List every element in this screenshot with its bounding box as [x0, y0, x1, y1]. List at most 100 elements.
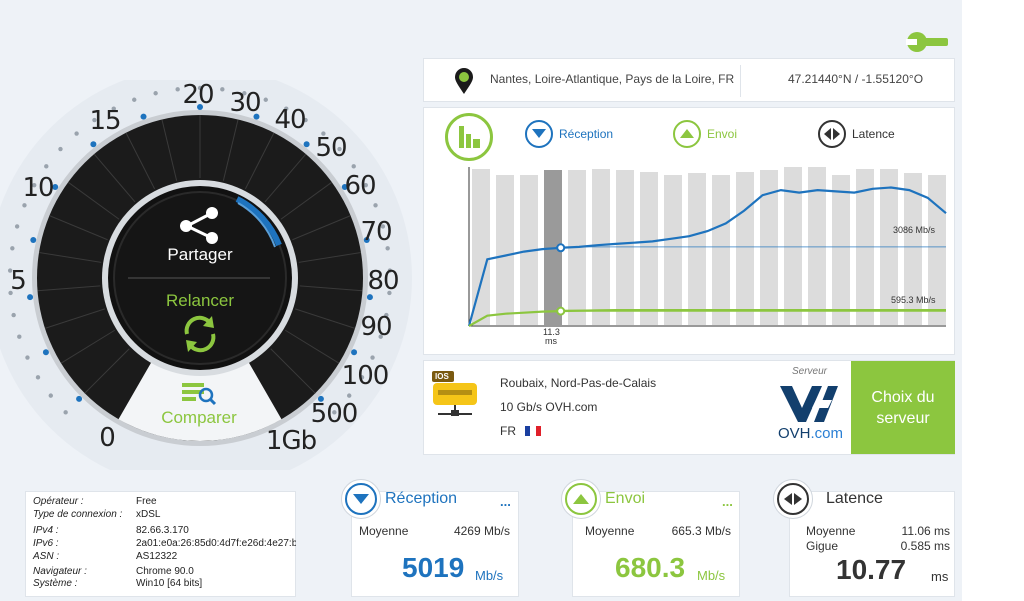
compare-icon[interactable] — [182, 383, 217, 406]
choose-server-line2: serveur — [876, 409, 930, 427]
info-row-label: Type de connexion : — [33, 509, 123, 520]
ovh-dotcom: .com — [810, 425, 844, 442]
reception-avg-label: Moyenne — [359, 524, 409, 538]
gauge-segment-divider — [292, 215, 351, 241]
legend-reception[interactable]: Réception — [525, 120, 613, 148]
ios-badge: IOS — [435, 372, 449, 381]
result-latence: Moyenne 11.06 ms Gigue 0.585 ms 10.77 ms — [789, 491, 955, 597]
cursor-time-value: 11.3 — [543, 327, 560, 337]
latence-unit: ms — [931, 569, 949, 584]
bar-chart-icon — [459, 126, 480, 148]
envoi-result-icon — [561, 479, 601, 519]
right-margin — [962, 0, 1024, 601]
gauge-segment-divider — [280, 181, 333, 220]
gauge-scale-label: 10 — [22, 173, 54, 203]
legend-envoi[interactable]: Envoi — [673, 120, 737, 148]
latence-jitter-value: 0.585 ms — [900, 539, 950, 553]
chart-bar — [832, 175, 850, 325]
gauge-scale-label: 100 — [341, 361, 390, 391]
gauge-dot — [17, 334, 22, 339]
gauge-scale-label: 70 — [360, 217, 392, 247]
gauge-dot — [111, 106, 116, 111]
gauge-segment-divider — [161, 119, 178, 181]
gauge-scale-label: 50 — [315, 133, 347, 163]
server-provider: 10 Gb/s OVH.com — [500, 400, 598, 414]
gauge-segment-divider — [84, 348, 130, 394]
gauge-dot — [32, 182, 37, 188]
gauge-dot — [92, 117, 97, 123]
gauge-scale-label: 90 — [360, 312, 392, 342]
gauge-segment-divider — [299, 285, 363, 292]
gauge-tick — [52, 184, 59, 191]
ovh-text: OVH — [778, 425, 811, 442]
speed-gauge — [0, 80, 412, 470]
gauge-dot — [48, 393, 53, 398]
latence-result-icon — [773, 479, 813, 519]
gauge-scale-label: 60 — [344, 171, 376, 201]
info-row-label: IPv6 : — [33, 538, 59, 549]
compare-label[interactable]: Comparer — [161, 408, 237, 427]
gauge-tick — [253, 113, 260, 120]
envoi-avg-label: Moyenne — [585, 524, 635, 538]
gauge-dot — [8, 290, 13, 296]
reception-main-value: 5019 — [402, 552, 465, 583]
chart-bar — [472, 169, 490, 325]
ovh-wordmark: OVH.com — [778, 425, 843, 442]
gauge-dot — [378, 334, 383, 339]
gauge-dot — [74, 131, 79, 136]
france-flag-icon — [525, 426, 541, 436]
envoi-unit: Mb/s — [697, 568, 726, 583]
gauge-dot — [10, 246, 15, 251]
chart-series-line — [468, 309, 946, 327]
gauge-dot — [175, 87, 180, 92]
share-icon[interactable] — [180, 207, 218, 244]
graph-toggle-button[interactable] — [445, 113, 493, 161]
gauge-dot — [153, 91, 158, 96]
latence-main-value: 10.77 — [836, 554, 907, 585]
gauge-tick — [366, 294, 373, 301]
gauge-dot — [380, 224, 386, 229]
info-row-value: AS12322 — [136, 551, 178, 562]
chart-bar — [808, 167, 826, 325]
chart-bar — [784, 167, 802, 325]
compare-sector — [118, 361, 282, 442]
share-label[interactable]: Partager — [167, 245, 233, 264]
gauge-dot — [197, 85, 203, 91]
gauge-dot — [35, 375, 41, 380]
gauge-scale-label: 20 — [182, 80, 214, 110]
reception-title: Réception — [385, 490, 458, 507]
gauge-tick-dots — [7, 85, 393, 415]
chart-series-line — [467, 186, 947, 327]
reception-more-button[interactable]: ... — [500, 494, 511, 509]
chart-bar — [664, 175, 682, 325]
gauge-dot — [263, 97, 268, 102]
gauge-segment-divider — [270, 348, 316, 394]
settings-wrench-icon[interactable] — [906, 30, 950, 54]
gauge-tick — [90, 141, 97, 148]
connection-info-panel: Opérateur : Free Type de connexion : xDSL IP… — [25, 491, 296, 597]
gauge-segment-divider — [125, 132, 156, 190]
gauge-scale-label: 80 — [367, 266, 399, 296]
restart-icon[interactable] — [184, 315, 216, 353]
latence-avg-value: 11.06 ms — [901, 524, 950, 538]
envoi-avg-value: 665.3 Mb/s — [671, 524, 731, 538]
serveur-label: Serveur — [792, 366, 828, 377]
location-divider — [740, 65, 741, 97]
chart-bar — [928, 175, 946, 325]
location-bar: Nantes, Loire-Atlantique, Pays de la Loi… — [423, 58, 955, 102]
legend-reception-label: Réception — [559, 127, 614, 141]
gauge-dot — [132, 97, 137, 102]
chart-cursor-point — [556, 306, 566, 316]
restart-label[interactable]: Relancer — [165, 291, 235, 310]
envoi-more-button[interactable]: ... — [722, 494, 733, 509]
choose-server-button[interactable]: Choix du serveur — [851, 361, 955, 454]
gauge-dot — [303, 117, 308, 123]
gauge-scale-label: 1Gb — [265, 426, 317, 456]
envoi-title: Envoi — [605, 490, 646, 507]
gauge-tick-marks — [27, 104, 373, 402]
gauge-segments — [37, 115, 363, 394]
gauge-segment-divider — [264, 153, 307, 203]
gauge-dot — [387, 290, 392, 296]
legend-latence[interactable]: Latence — [818, 120, 895, 148]
gauge-dot — [25, 355, 30, 360]
